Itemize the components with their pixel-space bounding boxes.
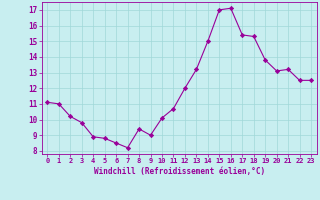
X-axis label: Windchill (Refroidissement éolien,°C): Windchill (Refroidissement éolien,°C) [94, 167, 265, 176]
